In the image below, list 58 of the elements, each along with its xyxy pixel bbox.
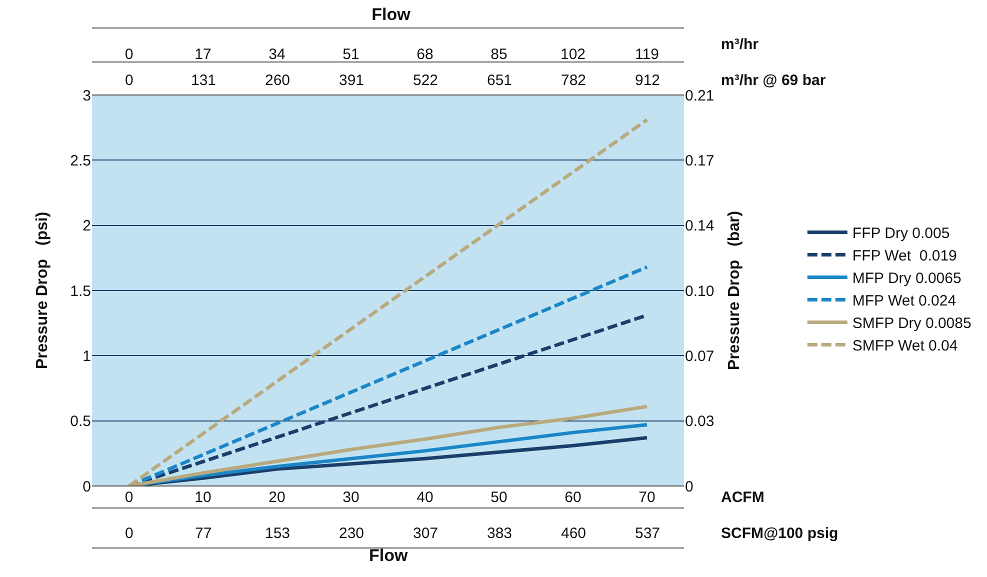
x-tick-label: 0 — [124, 489, 134, 506]
x2-tick-label: 102 — [560, 46, 586, 63]
y-tick-label: 3 — [82, 87, 91, 104]
y-tick-label: 1.5 — [70, 282, 91, 300]
y2-tick-label: 0.03 — [685, 413, 714, 430]
legend-label: MFP Wet 0.024 — [852, 292, 956, 310]
x2-tick-label: 34 — [268, 46, 286, 63]
x2-tick-label: 119 — [635, 46, 659, 63]
y2-axis-title: Pressure Drop (bar) — [726, 210, 743, 370]
x2-tick-label: 68 — [416, 46, 434, 63]
y-tick-label: 2 — [82, 218, 91, 235]
x2-axis-title: m³/hr — [721, 36, 759, 53]
text: 307 — [413, 525, 438, 542]
y2-tick-label: 0.14 — [685, 218, 714, 235]
text: 77 — [195, 525, 212, 542]
text: 260 — [265, 72, 290, 89]
x2-tick-label: 85 — [490, 46, 508, 63]
legend-label: SMFP Dry 0.0085 — [852, 315, 972, 332]
x-axis-title: ACFM — [721, 489, 764, 506]
x-tick-label: 70 — [638, 489, 656, 506]
y-tick-label: 0.5 — [70, 413, 91, 430]
x-tick-label: 50 — [490, 489, 508, 506]
text: 391 — [339, 72, 364, 89]
x2-tick-label: 17 — [194, 46, 212, 63]
y-axis-title: Pressure Drop (psi) — [34, 212, 52, 370]
text: SCFM@100 psig — [721, 525, 838, 542]
y2-tick-label: 0.17 — [685, 152, 714, 170]
text: 153 — [265, 525, 290, 542]
text: 782 — [561, 72, 586, 89]
y-tick-label: 1 — [82, 348, 91, 365]
x-tick-label: 40 — [416, 489, 434, 506]
y2-tick-label: 0.10 — [685, 282, 714, 300]
x-tick-label: 20 — [268, 489, 286, 506]
text: 383 — [487, 525, 512, 542]
text: m³/hr @ 69 bar — [721, 72, 826, 89]
text: 0 — [125, 72, 134, 89]
text: 912 — [635, 72, 660, 89]
text: 522 — [413, 72, 438, 89]
y2-tick-label: 0.21 — [685, 87, 714, 104]
x-tick-label: 30 — [342, 489, 360, 506]
text: 651 — [487, 72, 512, 89]
y-tick-label: 2.5 — [70, 152, 91, 170]
y2-tick-label: 0.07 — [685, 348, 714, 365]
legend-label: MFP Dry 0.0065 — [852, 270, 962, 288]
text: Flow — [369, 546, 408, 565]
x-tick-label: 60 — [564, 489, 582, 506]
x-tick-label: 10 — [194, 489, 212, 506]
text: 0 — [125, 525, 134, 542]
text: 537 — [635, 525, 660, 542]
x2-tick-label: 0 — [124, 46, 134, 63]
text: 460 — [561, 525, 586, 542]
text: 131 — [191, 72, 216, 89]
legend-label: SMFP Wet 0.04 — [852, 338, 958, 355]
legend-label: FFP Wet 0.019 — [852, 248, 957, 265]
legend-label: FFP Dry 0.005 — [852, 225, 950, 242]
x2-tick-label: 51 — [342, 46, 360, 63]
text: 230 — [339, 525, 364, 542]
chart-title: Flow — [372, 4, 412, 24]
